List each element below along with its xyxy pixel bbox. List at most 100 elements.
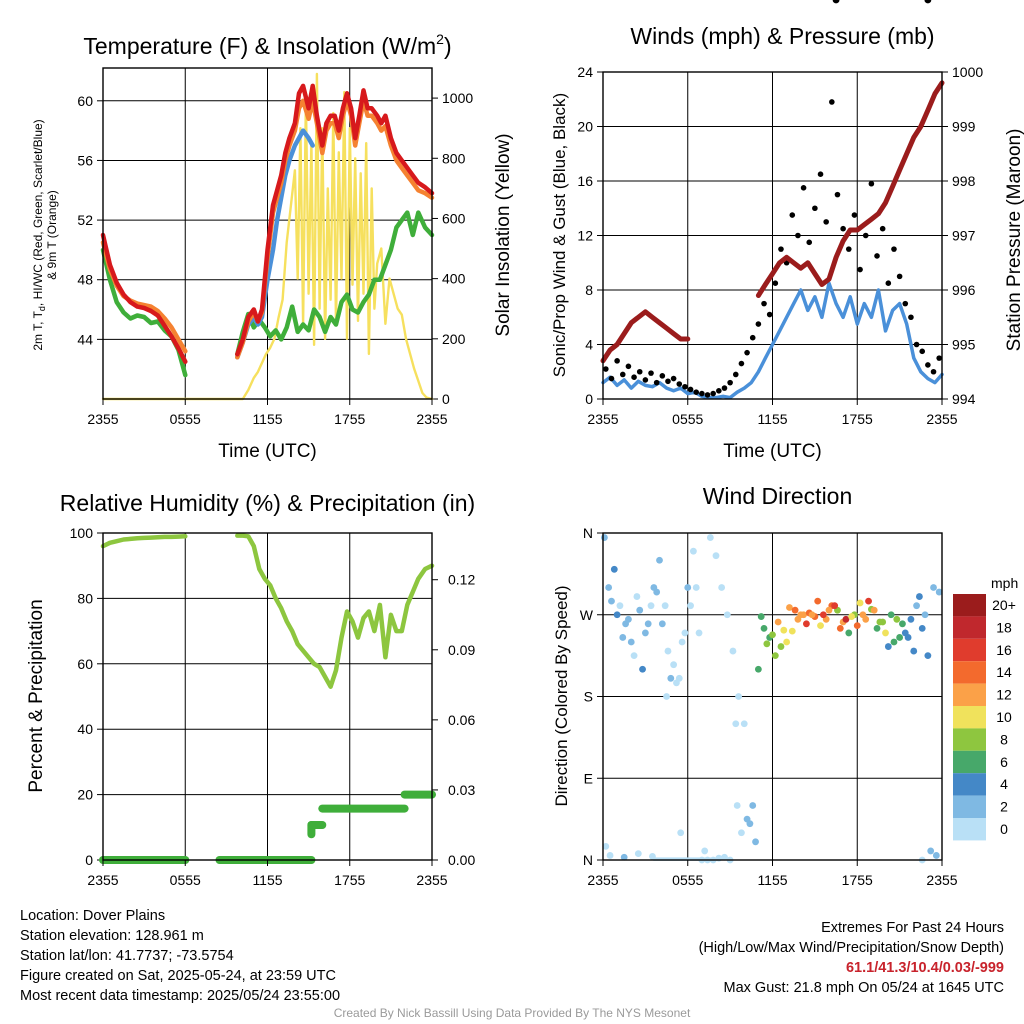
legend-label: 14 — [996, 664, 1012, 680]
y2-tick-label: 200 — [442, 331, 466, 347]
direction-point — [752, 838, 759, 846]
gust-point — [699, 390, 705, 397]
y-tick-label: 44 — [77, 331, 93, 347]
y-tick-label: 60 — [77, 656, 93, 672]
y2-tick-label: 998 — [952, 173, 976, 189]
gust-point — [845, 246, 852, 252]
gust-point — [772, 280, 779, 286]
y-tick-label: 0 — [85, 852, 93, 868]
direction-point — [927, 847, 935, 855]
y2-tick-label: 0.06 — [448, 712, 475, 728]
gust-point — [749, 334, 756, 341]
legend-label: 6 — [1000, 754, 1008, 770]
gust-point — [631, 374, 637, 381]
direction-point — [932, 852, 940, 859]
direction-point — [677, 829, 685, 837]
gust-point — [840, 225, 846, 232]
direction-point — [763, 640, 771, 648]
y-tick-label: 52 — [77, 212, 93, 228]
direction-point — [853, 622, 861, 630]
gust-point — [834, 191, 841, 198]
x-tick-label: 2355 — [87, 411, 118, 427]
direction-point — [797, 611, 805, 619]
chart-title: Temperature (F) & Insolation (W/m2) — [83, 31, 451, 59]
direction-point — [907, 615, 915, 623]
gust-point — [936, 355, 942, 361]
chart-title: Wind Direction — [703, 483, 853, 509]
gust-point — [789, 212, 796, 218]
series-line-td — [100, 247, 188, 378]
y-tick-label: W — [580, 607, 594, 623]
direction-point — [924, 652, 932, 660]
direction-point — [706, 534, 714, 541]
direction-point — [842, 615, 850, 623]
x-tick-label: 0555 — [672, 411, 703, 427]
direction-point — [832, 0, 840, 4]
direction-point — [924, 0, 932, 4]
direction-point — [653, 588, 661, 596]
gust-point — [738, 360, 745, 367]
gust-point — [930, 368, 937, 375]
direction-point — [910, 647, 918, 655]
direction-point — [627, 638, 635, 646]
gust-point — [817, 171, 824, 177]
gust-point — [727, 379, 733, 386]
gust-point — [642, 377, 649, 383]
direction-point — [859, 611, 867, 619]
direction-point — [786, 604, 793, 611]
gust-point — [614, 358, 620, 364]
wind-direction-chart: N E S W N 2355 0555 1155 1755 2355 Wind Direction D… — [552, 0, 1018, 888]
gust-point — [682, 383, 688, 390]
series-line-2m-t — [100, 232, 188, 364]
direction-point — [656, 556, 663, 564]
gust-point — [648, 370, 654, 376]
direction-point — [735, 693, 742, 700]
legend-swatch — [953, 638, 986, 662]
y-axis-label: Direction (Colored By Speed) — [552, 585, 571, 806]
series-line-2m-t — [235, 83, 435, 357]
direction-point — [625, 615, 632, 623]
gust-point — [608, 375, 615, 382]
direction-point — [740, 720, 748, 728]
direction-point — [634, 850, 642, 858]
direction-point — [882, 629, 889, 637]
direction-point — [836, 624, 844, 632]
direction-point — [845, 629, 853, 637]
x-tick-label: 1755 — [842, 872, 873, 888]
gust-point — [919, 348, 926, 355]
rh-line — [235, 533, 435, 689]
gust-point — [653, 379, 660, 386]
gust-point — [862, 232, 869, 239]
humidity-precip-chart: 0 20 40 60 80 100 0.00 0.03 0.06 0.09 0.12 2355 0555… — [26, 490, 475, 888]
x-tick-label: 0555 — [170, 411, 201, 427]
direction-point — [746, 820, 754, 828]
y-tick-label: 16 — [577, 173, 593, 189]
direction-point — [729, 647, 737, 655]
wind-line — [601, 281, 944, 400]
direction-point — [913, 602, 920, 610]
x-tick-label: 2355 — [416, 411, 447, 427]
legend-label: 0 — [1000, 821, 1008, 837]
y2-tick-label: 0.12 — [448, 572, 475, 588]
direction-point — [620, 853, 628, 861]
direction-point — [890, 638, 898, 646]
x-tick-label: 2355 — [926, 411, 957, 427]
direction-point — [718, 584, 726, 591]
x-tick-label: 0555 — [672, 872, 703, 888]
x-tick-label: 1155 — [757, 411, 787, 427]
legend-swatch — [953, 795, 986, 818]
y2-tick-label: 1000 — [952, 64, 983, 80]
y-axis-label: 2m T, Td, HI/WC (Red, Green, Scarlet/Blu… — [31, 119, 47, 350]
gust-point — [891, 246, 897, 252]
gust-point — [693, 389, 700, 395]
direction-point — [771, 652, 779, 660]
legend-swatch — [953, 728, 986, 751]
gust-point — [710, 390, 716, 397]
direction-point — [769, 631, 776, 639]
y2-tick-label: 600 — [442, 210, 466, 226]
direction-point — [661, 602, 669, 610]
location-text: Location: Dover Plains — [20, 908, 166, 924]
direction-point — [884, 643, 892, 650]
direction-point — [754, 665, 762, 673]
legend-label: 16 — [996, 642, 1012, 658]
